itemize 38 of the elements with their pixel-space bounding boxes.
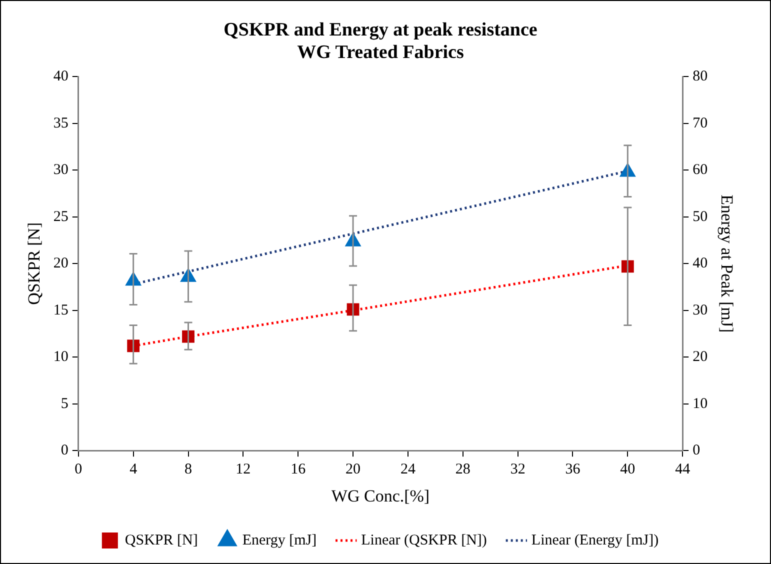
y-axis-title: QSKPR [N] <box>24 222 44 305</box>
y2-axis-title: Energy at Peak [mJ] <box>717 194 736 333</box>
y-tick-label: 35 <box>53 115 68 132</box>
y-tick-label: 10 <box>53 349 68 366</box>
x-tick-label: 28 <box>455 462 470 478</box>
x-tick-label: 36 <box>565 462 581 478</box>
y2-tick-label: 80 <box>692 68 708 85</box>
y-tick-label: 40 <box>53 68 68 85</box>
x-tick-label: 32 <box>510 462 526 478</box>
y2-tick-label: 50 <box>692 208 708 225</box>
x-tick-label: 4 <box>130 462 138 478</box>
y2-tick-label: 40 <box>692 256 708 272</box>
x-tick-label: 24 <box>400 462 416 478</box>
y2-tick-label: 60 <box>692 162 708 178</box>
y-tick-label: 15 <box>53 302 68 318</box>
y-tick-label: 30 <box>53 162 68 178</box>
y2-tick-label: 10 <box>692 396 708 412</box>
legend-label: Energy [mJ] <box>242 532 317 548</box>
x-tick-label: 16 <box>290 462 306 478</box>
y2-tick-label: 0 <box>692 442 700 459</box>
x-tick-label: 44 <box>675 462 691 478</box>
y2-tick-label: 30 <box>692 302 708 318</box>
y-tick-label: 5 <box>60 396 68 412</box>
chart-title: QSKPR and Energy at peak resistance WG Treated Fabrics <box>224 19 538 64</box>
legend-label: Linear (QSKPR [N]) <box>361 532 487 548</box>
x-axis-title: WG Conc.[%] <box>331 486 430 506</box>
x-tick-label: 12 <box>236 462 251 478</box>
x-tick-label: 8 <box>184 462 192 478</box>
y2-tick-label: 20 <box>692 349 708 366</box>
x-tick-label: 20 <box>346 462 361 478</box>
y2-tick-label: 70 <box>692 115 708 132</box>
y-tick-label: 0 <box>60 442 68 459</box>
y-tick-label: 25 <box>53 208 68 225</box>
y-tick-label: 20 <box>53 256 68 272</box>
legend-label: Linear (Energy [mJ]) <box>531 532 659 548</box>
x-tick-label: 0 <box>74 462 82 478</box>
x-tick-label: 40 <box>620 462 636 478</box>
legend-label: QSKPR [N] <box>124 532 198 548</box>
